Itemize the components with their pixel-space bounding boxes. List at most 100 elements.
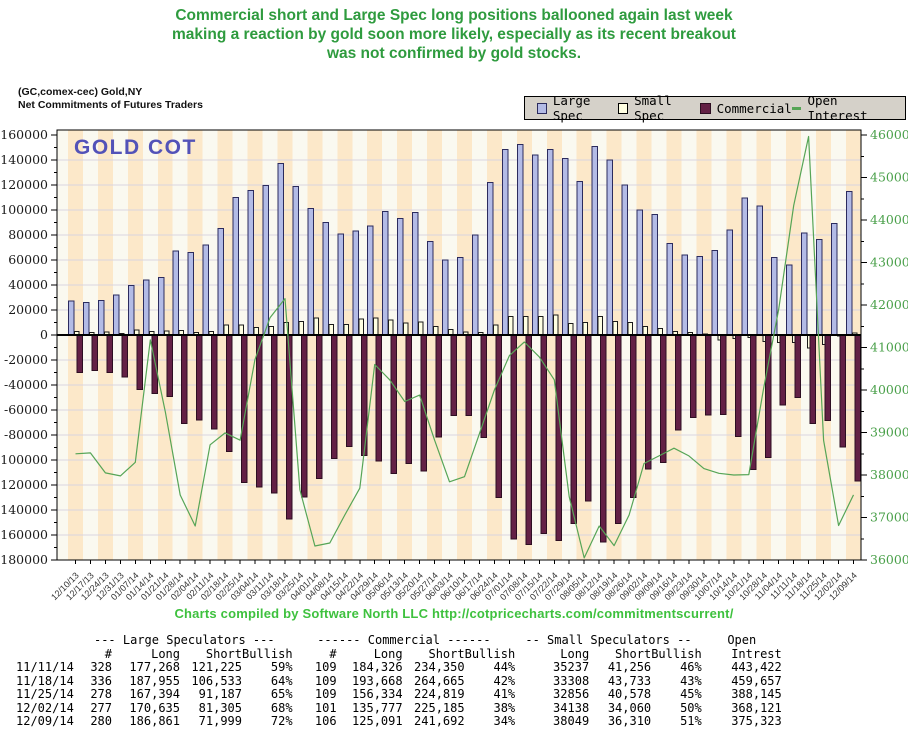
large-spec-bar: [442, 259, 449, 336]
cot-table-cell: 81,305: [198, 700, 242, 715]
cot-table-cell: 11/18/14: [16, 673, 74, 688]
large-spec-bar: [382, 211, 389, 336]
small-spec-bar: [642, 325, 649, 336]
large-spec-bar: [831, 222, 838, 336]
cot-table-row: 11/25/14 278 167,394 91,187 65% 109 156,334 224…: [16, 687, 782, 702]
cot-table-cell: 264,665: [414, 673, 465, 688]
legend-label: Open Interest: [807, 93, 868, 123]
commercial-bar: [390, 334, 398, 474]
right-axis-label: 460000: [870, 127, 908, 142]
cot-table-cell: 34,060: [607, 700, 652, 715]
large-spec-bar: [457, 257, 464, 336]
cot-table-cell: 43,733: [607, 673, 652, 688]
large-spec-bar: [531, 154, 539, 336]
legend-label: Small Spec: [634, 93, 672, 123]
small-spec-bar: [582, 321, 589, 336]
cot-table-row: 12/09/14 280 186,861 71,999 72% 106 125,091 241…: [16, 714, 782, 729]
commercial-bar: [106, 334, 113, 373]
large-spec-bar: [247, 190, 255, 336]
table-column-header-row: # Long Short Bullish # Long Short Bullish Long Sh…: [16, 646, 782, 662]
small-spec-bar: [313, 317, 319, 336]
large-spec-bar: [756, 205, 763, 336]
large-spec-bar: [262, 185, 270, 336]
cot-table-cell: 71,999: [198, 714, 242, 728]
left-axis-label: 80000: [8, 227, 48, 242]
left-axis-label: 0: [40, 327, 48, 342]
small-spec-bar: [627, 322, 634, 336]
commercial-bar: [345, 334, 353, 448]
week-stripe: [427, 130, 443, 560]
cot-table-cell: 184,326: [352, 660, 403, 674]
small-spec-bar: [492, 324, 499, 336]
large-spec-bar: [397, 217, 404, 336]
cot-table-cell: 32856: [553, 687, 590, 701]
left-axis-label: -60000: [4, 402, 48, 417]
right-axis-label: 430000: [870, 255, 908, 270]
week-stripe: [202, 130, 218, 560]
cot-table-cell: 241,692: [414, 714, 465, 728]
large-spec-bar: [367, 225, 374, 336]
table-column-header: Short: [428, 646, 465, 661]
week-stripe: [187, 130, 203, 560]
commercial-bar: [450, 334, 458, 417]
week-stripe: [442, 130, 458, 560]
left-axis-label: 20000: [8, 302, 48, 317]
large-spec-bar: [726, 229, 733, 336]
left-axis-label: 40000: [8, 277, 48, 292]
chart-legend: Large Spec Small Spec Commercial Open Inter…: [524, 93, 906, 123]
commercial-bar: [555, 334, 562, 542]
small-spec-bar: [358, 318, 364, 336]
commercial-bar: [91, 334, 98, 371]
commercial-bar: [285, 334, 293, 520]
right-axis-label: 450000: [870, 170, 908, 185]
large-spec-bar: [307, 207, 314, 336]
cot-table-cell: 121,225: [191, 660, 242, 674]
legend-item-small-spec: Small Spec: [618, 93, 699, 123]
large-spec-bar: [576, 181, 584, 336]
table-group-header: Open: [727, 633, 757, 647]
chart-watermark: GOLD COT: [74, 136, 197, 159]
small-spec-bar: [268, 325, 275, 336]
open-interest-line: [75, 135, 855, 559]
large-spec-bar: [187, 252, 195, 336]
commercial-bar: [794, 334, 802, 399]
table-column-header: Long: [560, 646, 590, 661]
title-line-3: was not confirmed by gold stocks.: [326, 45, 582, 62]
week-stripe: [112, 130, 128, 560]
right-axis-label: 420000: [870, 297, 908, 312]
cot-table-cell: 65%: [270, 687, 293, 701]
left-axis-label: 120000: [0, 177, 48, 192]
large-spec-bar: [786, 264, 793, 336]
small-spec-bar: [597, 316, 604, 336]
week-stripe: [771, 130, 787, 560]
large-spec-bar: [801, 232, 808, 336]
cot-table-cell: 12/09/14: [16, 714, 74, 728]
right-axis-label: 400000: [870, 382, 908, 397]
commercial-bar: [585, 334, 592, 502]
commercial-bar: [300, 334, 308, 498]
commercial-bar: [76, 334, 83, 373]
cot-table-cell: 177,268: [129, 660, 180, 674]
cot-table-cell: 106,533: [191, 673, 242, 688]
commercial-bar: [719, 334, 727, 415]
right-axis-label: 380000: [870, 467, 908, 482]
week-stripe: [142, 130, 158, 560]
small-spec-bar: [552, 314, 559, 336]
left-axis-label: 100000: [0, 202, 48, 217]
table-column-header: #: [329, 646, 337, 661]
small-spec-bar: [253, 327, 260, 336]
commercial-bar: [330, 334, 338, 459]
small-spec-bar: [343, 323, 349, 336]
week-stripe: [711, 130, 727, 560]
small-spec-bar: [418, 321, 424, 336]
small-spec-bar: [612, 321, 619, 336]
cot-table-cell: 280: [90, 714, 112, 728]
large-spec-swatch-icon: [537, 102, 547, 114]
cot-table-cell: 42%: [493, 673, 516, 688]
commercial-bar: [660, 334, 667, 463]
commercial-bar: [854, 334, 862, 482]
cot-table-cell: 41,256: [607, 660, 652, 674]
cot-table-cell: 91,187: [198, 687, 242, 701]
left-axis-label: 140000: [0, 152, 48, 167]
cot-table-cell: 41%: [493, 687, 516, 701]
